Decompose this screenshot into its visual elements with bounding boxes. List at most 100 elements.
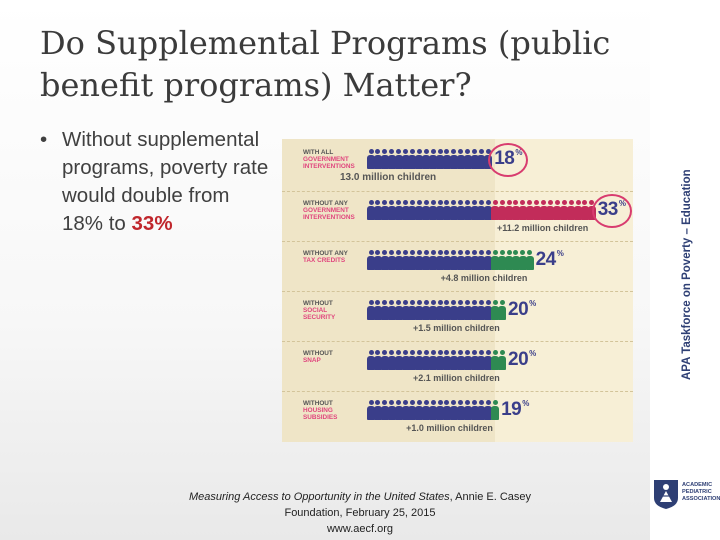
row-label-line: WITHOUT ANY — [303, 250, 348, 257]
person-icon — [567, 200, 576, 220]
row-label-line: SNAP — [303, 357, 321, 365]
bullet-text: Without supplemental programs, poverty r… — [62, 126, 270, 238]
person-icon — [380, 300, 389, 320]
row-label: WITHOUT SNAP — [303, 350, 373, 364]
infographic-row: WITHOUT HOUSING SUBSIDIES 19% +1.0 million c… — [282, 391, 633, 442]
person-icon — [505, 200, 513, 220]
person-icon — [498, 350, 507, 370]
person-icon — [463, 250, 472, 270]
person-icon — [518, 250, 527, 270]
person-icon — [470, 400, 479, 420]
children-count: +1.0 million children — [406, 423, 493, 433]
person-icon — [491, 250, 500, 270]
row-label-line: GOVERNMENT — [303, 156, 349, 164]
person-icon — [436, 149, 444, 169]
row-label: WITHOUT HOUSING SUBSIDIES — [303, 400, 373, 422]
person-icon — [477, 200, 486, 220]
person-icon — [442, 250, 451, 270]
person-icon — [373, 149, 382, 169]
person-icon — [387, 149, 396, 169]
person-icon — [463, 149, 472, 169]
person-icon — [429, 149, 438, 169]
person-icon — [367, 200, 375, 220]
person-icon — [415, 250, 424, 270]
person-icon — [539, 200, 548, 220]
percent-value: 20 — [508, 349, 529, 370]
person-icon — [449, 300, 458, 320]
person-icon — [491, 200, 500, 220]
person-icon — [387, 200, 396, 220]
person-icon — [429, 250, 438, 270]
person-icon — [449, 200, 458, 220]
person-icon — [449, 350, 458, 370]
person-icon — [373, 200, 382, 220]
percent-value: 20 — [508, 299, 529, 320]
person-icon — [401, 400, 410, 420]
row-percent: 20% — [508, 299, 536, 321]
row-label-line: TAX CREDITS — [303, 257, 346, 265]
percent-sign: % — [522, 399, 529, 408]
person-icon — [380, 149, 389, 169]
person-icon — [401, 300, 410, 320]
person-icon — [373, 350, 382, 370]
person-icon — [477, 350, 486, 370]
person-icon — [429, 300, 438, 320]
person-icon — [373, 400, 382, 420]
person-icon — [505, 250, 513, 270]
person-icon — [415, 200, 424, 220]
person-icon — [463, 200, 472, 220]
row-label-line: SUBSIDIES — [303, 414, 338, 422]
person-icon — [511, 200, 520, 220]
person-icon — [436, 400, 444, 420]
children-count: +11.2 million children — [497, 223, 589, 233]
bullet-point: • Without supplemental programs, poverty… — [40, 126, 270, 238]
person-icon — [442, 200, 451, 220]
apa-logo-icon — [654, 480, 678, 509]
person-icon — [422, 400, 431, 420]
person-icon — [415, 149, 424, 169]
person-icon — [380, 250, 389, 270]
person-icon — [560, 200, 569, 220]
person-icon — [442, 350, 451, 370]
bullet-body: Without supplemental programs, poverty r… — [62, 128, 269, 235]
person-icon — [470, 149, 479, 169]
person-icon — [373, 250, 382, 270]
row-label-line: WITHOUT — [303, 300, 333, 307]
person-icon — [367, 400, 375, 420]
row-label-line: HOUSING — [303, 407, 333, 415]
person-icon — [484, 250, 493, 270]
person-icon — [498, 300, 507, 320]
percent-value: 24 — [535, 249, 557, 270]
person-icon — [484, 350, 493, 370]
person-icon — [394, 350, 403, 370]
person-icon — [408, 350, 417, 370]
person-icon — [401, 200, 410, 220]
citation-url: www.aecf.org — [326, 523, 394, 535]
person-icon — [456, 250, 465, 270]
person-icon — [580, 200, 589, 220]
person-icon — [442, 300, 451, 320]
person-icon — [491, 350, 500, 370]
person-icon — [408, 300, 417, 320]
person-icon — [401, 149, 410, 169]
person-icon — [463, 350, 472, 370]
person-icon — [387, 300, 396, 320]
person-icon — [518, 200, 527, 220]
person-icon — [470, 300, 479, 320]
person-icon — [415, 350, 424, 370]
person-icon — [498, 250, 507, 270]
person-icon — [525, 200, 534, 220]
person-icon — [436, 350, 444, 370]
person-icon — [484, 300, 493, 320]
person-icon — [429, 400, 438, 420]
children-count: +2.1 million children — [413, 373, 500, 383]
person-icon — [436, 250, 444, 270]
person-icon — [422, 350, 431, 370]
row-percent: 19% — [501, 399, 529, 421]
person-icon — [449, 250, 458, 270]
row-label-line: GOVERNMENT — [303, 207, 349, 215]
person-icon — [394, 400, 403, 420]
row-percent: 20% — [508, 349, 536, 371]
children-count: 13.0 million children — [340, 172, 437, 183]
right-sidebar — [650, 0, 720, 540]
